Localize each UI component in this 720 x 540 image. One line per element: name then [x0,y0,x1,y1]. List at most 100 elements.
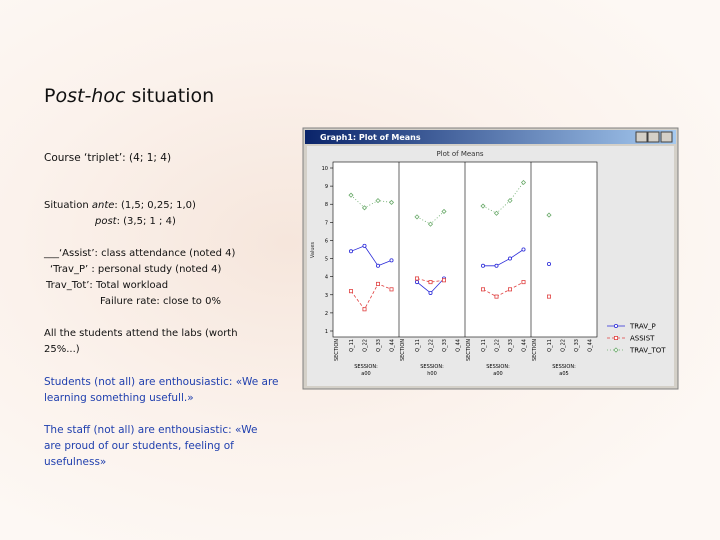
legend-marker [613,347,619,353]
y-tick-label: 4 [325,275,328,281]
note: ___‘Assist’: class attendance (noted 4) [44,248,236,259]
y-tick-label: 8 [325,202,328,208]
x-tick-label: Q_11 [415,339,421,352]
x-tick-label: Q_33 [442,339,448,352]
x-tick-label: Q_22 [561,339,567,352]
point [362,243,367,248]
panel-level: a00 [361,371,370,377]
point [547,294,552,299]
note: Failure rate: close to 0% [100,296,221,307]
post-italic: post [95,216,117,227]
title-part: P [44,85,56,107]
x-factor-label: SECTION [532,339,538,361]
x-factor-label: SECTION [400,339,406,361]
y-tick-label: 9 [325,184,328,190]
point [427,221,434,227]
ante-lead: Situation [44,200,92,211]
x-tick-label: Q_33 [376,339,382,352]
x-factor-label: SECTION [466,339,472,361]
y-axis-label: Values [310,241,316,258]
x-tick-label: Q_22 [363,339,369,352]
ante: Situation ante: (1,5; 0,25; 1,0) [44,198,196,214]
x-factor-label: SECTION [334,339,340,361]
x-tick-label: Q_11 [349,339,355,352]
panel-level: a05 [559,371,568,377]
point [546,212,552,218]
point [375,198,381,204]
point [480,287,485,292]
triplet: Course ‘triplet’: (4; 1; 4) [44,152,172,164]
panel-factor: SESSION: [552,364,576,370]
x-tick-label: Q_22 [429,339,435,352]
panel-factor: SESSION: [420,364,444,370]
point [348,289,353,294]
title-italic: ost-hoc [55,85,126,107]
panel-level: a00 [493,371,502,377]
panel-factor: SESSION: [354,364,378,370]
panel-factor: SESSION: [486,364,510,370]
x-tick-label: Q_44 [456,339,462,352]
post-rest: : (3,5; 1 ; 4) [116,216,176,227]
staff: The staff (not all) are enthousiastic: «… [44,424,258,468]
title-part: situation [125,85,215,107]
slide-title: Post-hoc situation [44,84,214,108]
x-tick-label: Q_33 [508,339,514,352]
point [389,258,394,263]
note: Trav_Tot’: Total workload [46,280,169,291]
point [480,203,486,209]
point [521,280,526,285]
legend-label: ASSIST [630,335,655,343]
x-tick-label: Q_44 [390,339,396,352]
point [494,263,499,268]
y-tick-label: 3 [325,293,328,299]
legend-label: TRAV_P [629,323,656,331]
series-line [483,249,524,267]
window-title: Graph1: Plot of Means [320,133,421,142]
point [520,179,527,186]
panel-level: h00 [427,371,437,377]
y-tick-label: 7 [325,220,328,226]
y-tick-label: 1 [325,329,328,335]
y-tick-label: 2 [325,311,328,317]
point [547,261,552,266]
x-tick-label: Q_44 [588,339,594,352]
maximize-button[interactable] [647,131,660,143]
point [428,280,433,285]
close-button[interactable] [660,131,673,143]
y-tick-label: 5 [325,257,328,263]
point [493,210,500,216]
note: ‘Trav_P’ : personal study (noted 4) [50,264,222,275]
point [348,249,353,254]
point [507,256,512,261]
y-tick-label: 10 [322,166,328,172]
point [507,198,513,204]
point [480,263,485,268]
series-line [350,194,392,209]
series-line [482,281,524,298]
ante-rest: : (1,5; 0,25; 1,0) [114,200,196,211]
legend-marker [614,323,619,328]
point [441,208,447,215]
plot-title: Plot of Means [436,150,483,158]
point [375,281,380,286]
point [494,294,499,299]
series-line [482,182,524,214]
point [389,287,394,292]
minimize-button[interactable] [635,131,648,143]
legend-marker [614,335,619,340]
point [388,199,395,205]
series-line [350,283,392,311]
point [521,247,526,252]
legend-label: TRAV_TOT [629,347,666,355]
post: post: (3,5; 1 ; 4) [95,214,176,230]
point [348,192,354,198]
point [507,287,512,292]
point [428,290,433,295]
point [414,280,419,285]
series-line [350,245,392,267]
point [361,205,368,211]
point [414,214,420,220]
title-bar [305,130,676,144]
